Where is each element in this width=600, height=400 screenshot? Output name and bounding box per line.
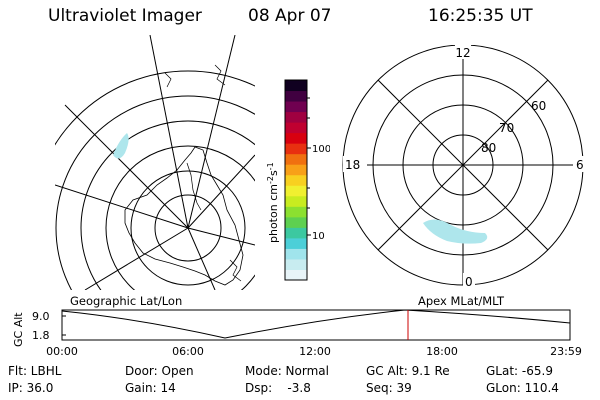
gain-info: Gain: 14 bbox=[125, 381, 176, 395]
mlat-label-70: 70 bbox=[499, 121, 514, 135]
colorbar-cell bbox=[285, 227, 307, 239]
dsp-info: Dsp: -3.8 bbox=[245, 381, 311, 395]
mlt-label-18: 18 bbox=[345, 158, 360, 172]
colorbar-cell bbox=[285, 195, 307, 207]
altitude-curve bbox=[61, 309, 571, 339]
gc-alt-info: GC Alt: 9.1 Re bbox=[366, 364, 450, 378]
altitude-xtick-3: 18:00 bbox=[426, 345, 458, 358]
colorbar-tick-100: 100 bbox=[312, 144, 330, 155]
glat-info: GLat: -65.9 bbox=[486, 364, 553, 378]
aurora-emission bbox=[113, 133, 129, 159]
colorbar-cell bbox=[285, 258, 307, 270]
colorbar-cell bbox=[285, 269, 307, 281]
colorbar-cell bbox=[285, 101, 307, 113]
altitude-xtick-4: 23:59 bbox=[550, 345, 582, 358]
mode-info: Mode: Normal bbox=[245, 364, 329, 378]
geo-map-label: Geographic Lat/Lon bbox=[70, 294, 183, 308]
altitude-xtick-1: 06:00 bbox=[172, 345, 204, 358]
colorbar-cell bbox=[285, 174, 307, 186]
mlat-label-80: 80 bbox=[481, 141, 496, 155]
altitude-plot: GC Alt 9.0 1.8 00:00 06:00 12:00 18:00 2… bbox=[12, 309, 582, 358]
colorbar-cell bbox=[285, 111, 307, 123]
altitude-ylabel: GC Alt bbox=[12, 312, 25, 347]
colorbar-cell bbox=[285, 122, 307, 134]
seq-info: Seq: 39 bbox=[366, 381, 412, 395]
colorbar-cell bbox=[285, 143, 307, 155]
mlt-label-12: 12 bbox=[455, 46, 470, 60]
colorbar-cell bbox=[285, 248, 307, 260]
mlt-label-0: 0 bbox=[465, 275, 473, 289]
magnetic-polar-plot: 12 18 6 0 80 70 60 bbox=[342, 45, 587, 289]
geographic-map bbox=[55, 35, 255, 290]
mag-map-label: Apex MLat/MLT bbox=[418, 294, 505, 308]
colorbar-cell bbox=[285, 90, 307, 102]
colorbar-cell bbox=[285, 132, 307, 144]
colorbar-cell bbox=[285, 185, 307, 197]
altitude-ytick-low: 1.8 bbox=[32, 329, 50, 342]
altitude-xtick-0: 00:00 bbox=[46, 345, 78, 358]
altitude-xtick-2: 12:00 bbox=[299, 345, 331, 358]
mlat-label-60: 60 bbox=[531, 99, 546, 113]
colorbar-cell bbox=[285, 206, 307, 218]
altitude-ytick-high: 9.0 bbox=[32, 310, 50, 323]
mlt-label-6: 6 bbox=[576, 158, 584, 172]
colorbar-cell bbox=[285, 237, 307, 249]
time-label: 16:25:35 UT bbox=[428, 6, 533, 26]
colorbar-tick-10: 10 bbox=[312, 231, 325, 242]
filter-info: Flt: LBHL bbox=[8, 364, 62, 378]
aurora-oval bbox=[423, 219, 488, 244]
colorbar-unit-label: photon cm-2s-1 bbox=[266, 162, 280, 243]
glon-info: GLon: 110.4 bbox=[486, 381, 559, 395]
colorbar: 100 10 photon cm-2s-1 bbox=[266, 79, 330, 281]
colorbar-cell bbox=[285, 164, 307, 176]
colorbar-cell bbox=[285, 216, 307, 228]
ip-info: IP: 36.0 bbox=[8, 381, 54, 395]
date-label: 08 Apr 07 bbox=[248, 6, 332, 26]
door-info: Door: Open bbox=[125, 364, 194, 378]
colorbar-cell bbox=[285, 153, 307, 165]
colorbar-cell bbox=[285, 80, 307, 92]
instrument-title: Ultraviolet Imager bbox=[48, 6, 202, 26]
